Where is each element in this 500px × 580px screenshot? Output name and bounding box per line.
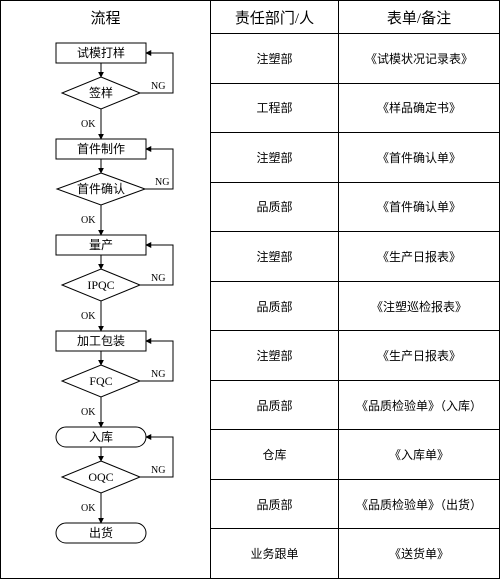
dept-row: 注塑部 xyxy=(211,232,338,282)
column-form: 表单/备注 《试模状况记录表》《样品确定书》《首件确认单》《首件确认单》《生产日… xyxy=(339,1,499,578)
flowchart-table: 流程 试模打样签样首件制作首件确认量产IPQC加工包装FQC入库OQC出货OKO… xyxy=(0,0,500,579)
flow-decision-label: 首件确认 xyxy=(77,182,125,196)
edge-label-ok: OK xyxy=(81,119,96,130)
column-flow: 流程 试模打样签样首件制作首件确认量产IPQC加工包装FQC入库OQC出货OKO… xyxy=(1,1,211,578)
edge-label-ng: NG xyxy=(155,177,169,188)
edge-label-ok: OK xyxy=(81,215,96,226)
form-row: 《样品确定书》 xyxy=(339,84,499,134)
form-row: 《生产日报表》 xyxy=(339,331,499,381)
flow-node-label: 出货 xyxy=(89,525,113,540)
dept-row: 注塑部 xyxy=(211,331,338,381)
flow-node-label: 首件制作 xyxy=(77,142,125,156)
flow-decision-label: OQC xyxy=(88,470,113,484)
form-row: 《入库单》 xyxy=(339,430,499,480)
edge-label-ng: NG xyxy=(151,273,165,284)
edge-label-ok: OK xyxy=(81,407,96,418)
dept-row: 业务跟单 xyxy=(211,529,338,578)
form-row: 《送货单》 xyxy=(339,529,499,578)
edge-label-ok: OK xyxy=(81,311,96,322)
header-dept: 责任部门/人 xyxy=(211,1,338,34)
flow-diagram: 试模打样签样首件制作首件确认量产 IPQC 加工包装 FQC 入库 OQC 出货 OK OK OK… xyxy=(1,1,211,580)
form-row: 《首件确认单》 xyxy=(339,183,499,233)
dept-row: 品质部 xyxy=(211,480,338,530)
dept-row: 品质部 xyxy=(211,183,338,233)
form-row: 《品质检验单》（入库） xyxy=(339,381,499,431)
header-form: 表单/备注 xyxy=(339,1,499,34)
flow-decision-label: IPQC xyxy=(87,278,114,292)
form-row: 《生产日报表》 xyxy=(339,232,499,282)
flow-node-label: 入库 xyxy=(89,429,113,444)
dept-row: 工程部 xyxy=(211,84,338,134)
form-row: 《品质检验单》（出货） xyxy=(339,480,499,530)
flow-node-label: 量产 xyxy=(89,238,113,252)
dept-row: 品质部 xyxy=(211,381,338,431)
dept-row: 注塑部 xyxy=(211,34,338,84)
form-row: 《首件确认单》 xyxy=(339,133,499,183)
flow-node-label: 加工包装 xyxy=(77,334,125,348)
form-row: 《试模状况记录表》 xyxy=(339,34,499,84)
edge-label-ng: NG xyxy=(151,465,165,476)
edge-label-ng: NG xyxy=(151,369,165,380)
flow-decision-label: 签样 xyxy=(89,85,113,100)
dept-row: 注塑部 xyxy=(211,133,338,183)
form-row: 《注塑巡检报表》 xyxy=(339,282,499,332)
edge-label-ng: NG xyxy=(151,81,165,92)
flow-decision-label: FQC xyxy=(89,374,112,388)
flow-node-label: 试模打样 xyxy=(77,45,125,60)
dept-row: 品质部 xyxy=(211,282,338,332)
dept-row: 仓库 xyxy=(211,430,338,480)
column-dept: 责任部门/人 注塑部工程部注塑部品质部注塑部品质部注塑部品质部仓库品质部业务跟单 xyxy=(211,1,339,578)
edge-label-ok: OK xyxy=(81,503,96,514)
